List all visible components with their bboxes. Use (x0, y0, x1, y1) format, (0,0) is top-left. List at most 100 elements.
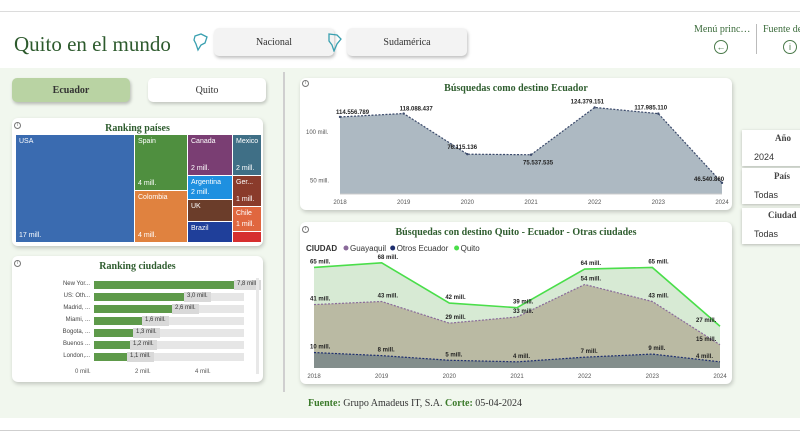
list-item[interactable]: Madrid, ... 2,6 mill. (12, 304, 262, 314)
series-line (313, 351, 721, 363)
data-label: 41 mill. (310, 297, 331, 303)
data-point (529, 153, 533, 156)
data-point (402, 112, 405, 115)
countries-treemap[interactable]: USA 17 mill. Spain 4 mill. Colombia 4 mill. Ca… (16, 135, 261, 242)
bar[interactable] (94, 317, 142, 325)
treemap-cell-label: Canada (191, 138, 216, 145)
pais-slicer[interactable] (742, 168, 800, 204)
city-name: New Yor... (62, 281, 90, 287)
treemap-cell[interactable]: Mexico 2 mill. (233, 135, 261, 175)
x-tick: 2024 (715, 200, 729, 206)
treemap-cell[interactable]: Brazil (188, 222, 232, 242)
menu-principal-link[interactable]: Menú princ… (694, 24, 751, 35)
data-label: 1,1 mill. (127, 352, 154, 362)
x-tick: 2023 (652, 200, 666, 206)
area (314, 284, 720, 368)
data-point (657, 112, 660, 115)
y-tick: 100 mill. (306, 130, 329, 136)
treemap-cell[interactable]: Argentina 2 mill. (188, 176, 232, 199)
treemap-cell[interactable]: Ger... 1 mill. (233, 176, 261, 206)
treemap-cell[interactable] (233, 232, 261, 242)
list-item[interactable]: Bogota, ... 1,3 mill. (12, 328, 262, 338)
bar[interactable] (94, 353, 127, 361)
info-icon[interactable]: i (302, 80, 309, 87)
list-item[interactable]: US: Oth... 3,0 mill. (12, 292, 262, 302)
treemap-cell-label: Spain (138, 138, 156, 145)
list-item[interactable]: Miami, ... 1,6 mill. (12, 316, 262, 326)
treemap-cell[interactable]: Chile 1 mill. (233, 207, 261, 231)
x-tick: 2021 (524, 200, 538, 206)
bar-track (94, 341, 244, 349)
bar[interactable] (94, 305, 172, 313)
treemap-cell-label: Ger... (236, 179, 254, 186)
ciudad-value[interactable]: Todas (754, 229, 779, 239)
ciudad-slicer[interactable] (742, 208, 800, 244)
data-label: 3,0 mill. (184, 292, 211, 302)
pais-value[interactable]: Todas (754, 190, 779, 200)
bar[interactable] (94, 329, 133, 337)
ecuador-map-icon[interactable] (192, 32, 210, 52)
data-label: 9 mill. (648, 346, 665, 352)
legend-marker (343, 245, 349, 251)
x-tick: 2019 (397, 200, 411, 206)
ciudad-label: Ciudad (768, 210, 797, 220)
area (314, 352, 720, 368)
x-tick: 4 mill. (195, 369, 211, 375)
info-icon[interactable]: i (783, 40, 797, 54)
treemap-cell[interactable]: UK (188, 200, 232, 221)
ranking-paises-title: Ranking países (105, 123, 170, 134)
data-label: 7,8 mill. (234, 280, 261, 290)
treemap-cell-label: Colombia (138, 194, 168, 201)
anio-value[interactable]: 2024 (754, 152, 775, 162)
treemap-cell-value: 1 mill. (236, 196, 255, 203)
info-icon[interactable]: i (14, 122, 21, 129)
info-icon[interactable]: i (302, 226, 309, 233)
x-tick: 0 mill. (75, 369, 91, 375)
data-label: 1,6 mill. (142, 316, 169, 326)
city-name: US: Oth... (63, 293, 90, 299)
list-item[interactable]: London,... 1,1 mill. (12, 352, 262, 362)
treemap-cell-value: 4 mill. (138, 180, 157, 187)
treemap-cell-value: 1 mill. (236, 221, 255, 228)
data-label: 75.537.535 (523, 161, 554, 167)
nacional-button[interactable]: Nacional (214, 28, 334, 56)
busquedas-quito-card: i Búsquedas con destino Quito - Ecuador … (300, 222, 732, 384)
cities-bar-chart[interactable]: New Yor... 7,8 mill. US: Oth... 3,0 mill. Ma… (12, 280, 263, 368)
treemap-cell[interactable]: Canada 2 mill. (188, 135, 232, 175)
bar-track (94, 317, 244, 325)
anio-slicer[interactable] (742, 130, 800, 166)
southamerica-map-icon[interactable] (325, 32, 343, 52)
treemap-cell-value: 2 mill. (236, 165, 255, 172)
list-item[interactable]: New Yor... 7,8 mill. (12, 280, 262, 290)
x-tick: 2021 (510, 374, 524, 380)
busquedas-quito-chart[interactable]: 65 mill. 68 mill. 42 mill. 39 mill. 64 mill.… (300, 222, 732, 384)
data-label: 65 mill. (310, 259, 331, 265)
busquedas-ecuador-chart[interactable]: 100 mill. 50 mill. 2018 114.556.789 2019 118.… (300, 78, 732, 210)
legend-entry: Guayaquil (350, 244, 386, 253)
vertical-divider (283, 72, 285, 392)
bar-track (94, 353, 244, 361)
fuente-link[interactable]: Fuente de (763, 24, 800, 35)
treemap-cell[interactable]: Colombia 4 mill. (135, 191, 187, 242)
city-name: London,... (63, 353, 90, 359)
ecuador-toggle[interactable]: Ecuador (12, 78, 130, 102)
back-arrow-icon[interactable]: ← (714, 40, 728, 54)
x-tick: 2018 (333, 200, 347, 206)
series-line (313, 262, 721, 327)
x-tick: 2018 (307, 374, 321, 380)
scrollbar[interactable] (256, 278, 259, 374)
quito-toggle[interactable]: Quito (148, 78, 266, 102)
bar[interactable] (94, 281, 242, 289)
data-point (720, 181, 724, 185)
city-name: Miami, ... (65, 317, 90, 323)
list-item[interactable]: Buenos ... 1,2 mill. (12, 340, 262, 350)
info-icon[interactable]: i (14, 260, 21, 267)
data-label: 117.985.110 (634, 106, 667, 112)
bar[interactable] (94, 341, 130, 349)
window-top-strip (0, 0, 800, 12)
bar[interactable] (94, 293, 184, 301)
sudamerica-button[interactable]: Sudamérica (347, 28, 467, 56)
treemap-cell[interactable]: Spain 4 mill. (135, 135, 187, 190)
city-name: Buenos ... (62, 341, 90, 347)
treemap-cell[interactable]: USA 17 mill. (16, 135, 134, 242)
